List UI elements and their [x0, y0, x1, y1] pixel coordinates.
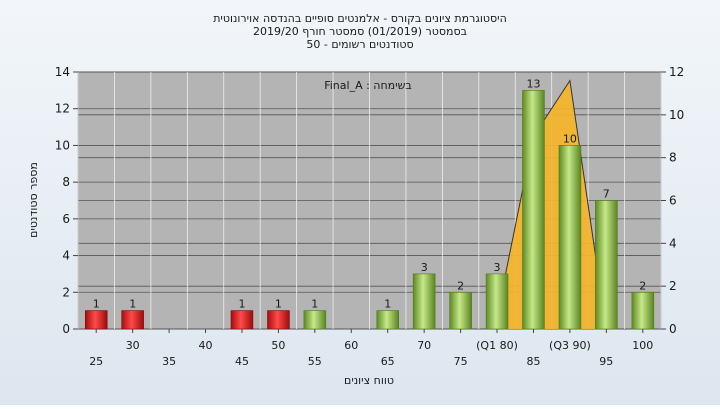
x-tick-label: 60 — [344, 339, 358, 352]
bar-value-label: 1 — [129, 298, 136, 311]
y-tick-label: 12 — [55, 102, 70, 116]
bar-95 — [595, 200, 618, 330]
x-tick-label: 50 — [271, 339, 285, 352]
bar-value-label: 3 — [494, 261, 501, 274]
x-tick-label: 45 — [235, 355, 249, 368]
y-axis-left: 0 2 4 6 8 10 12 14 — [55, 65, 78, 336]
chart-title-line-3: סטודנטים רשומים - 50 — [306, 38, 413, 51]
x-tick-label: 95 — [599, 355, 613, 368]
bar-value-label: 1 — [311, 298, 318, 311]
y2-tick-label: 10 — [669, 108, 684, 122]
bar-value-label: 1 — [93, 298, 100, 311]
y2-tick-label: 0 — [669, 322, 677, 336]
y-tick-label: 10 — [55, 138, 70, 152]
x-tick-label: 65 — [381, 355, 395, 368]
x-tick-label: (Q1 80) — [476, 339, 518, 352]
chart-subtitle: בשימחה : Final_A — [324, 79, 412, 92]
x-tick-label: 35 — [162, 355, 176, 368]
bar-value-label: 3 — [421, 261, 428, 274]
bar-45 — [230, 310, 254, 330]
chart-title-line-2: בסמסטר (01/2019) סמסטר חורף 2019/20 — [253, 25, 467, 38]
bar-value-label: 1 — [384, 298, 391, 311]
bar-75 — [449, 291, 472, 330]
x-tick-label: 30 — [126, 339, 140, 352]
x-tick-label: 40 — [199, 339, 213, 352]
bar-100 — [631, 291, 655, 330]
y2-tick-label: 2 — [669, 279, 677, 293]
bar-55 — [303, 310, 327, 330]
y-tick-label: 2 — [62, 285, 70, 299]
bar-value-label: 1 — [239, 298, 246, 311]
x-tick-label: (Q3 90) — [549, 339, 591, 352]
y-axis-right: 0 2 4 6 8 10 12 — [661, 65, 684, 336]
bar-value-label: 2 — [639, 279, 646, 292]
bar-value-label: 10 — [563, 132, 577, 145]
x-tick-label: 85 — [527, 355, 541, 368]
bar-65 — [376, 310, 399, 330]
y-tick-label: 14 — [55, 65, 70, 79]
bar-25 — [85, 310, 108, 330]
bar-30 — [121, 310, 144, 330]
y2-tick-label: 12 — [669, 65, 684, 79]
y2-tick-label: 4 — [669, 236, 677, 250]
y-tick-label: 8 — [62, 175, 70, 189]
bar-85 — [522, 90, 545, 330]
x-tick-label: 70 — [417, 339, 431, 352]
bar-180 — [485, 273, 509, 330]
y-tick-label: 6 — [62, 212, 70, 226]
bar-value-label: 1 — [275, 298, 282, 311]
distribution-line — [496, 79, 607, 330]
bar-value-label: 2 — [457, 279, 464, 292]
x-axis: 25 30 35 40 45 50 55 60 65 70 75 (Q1 80) 85 (Q3 90) 95… — [89, 329, 653, 368]
y-axis-label: מספר סטודנטים — [27, 162, 40, 238]
bar-value-label: 7 — [603, 188, 610, 201]
bar-70 — [412, 273, 436, 330]
y-tick-label: 4 — [62, 249, 70, 263]
x-axis-label: טווח ציונים — [344, 374, 394, 387]
y2-tick-label: 8 — [669, 151, 677, 165]
x-tick-label: 25 — [89, 355, 103, 368]
x-tick-label: 75 — [454, 355, 468, 368]
bar-390 — [558, 145, 582, 330]
y2-tick-label: 6 — [669, 194, 677, 208]
y-tick-label: 0 — [62, 322, 70, 336]
bar-value-label: 13 — [527, 77, 541, 90]
chart-title-line-1: היסטוגרמת ציונים בקורס - אלמנטים סופיים … — [213, 12, 507, 25]
x-tick-label: 55 — [308, 355, 322, 368]
bar-50 — [267, 310, 290, 330]
x-tick-label: 100 — [632, 339, 653, 352]
